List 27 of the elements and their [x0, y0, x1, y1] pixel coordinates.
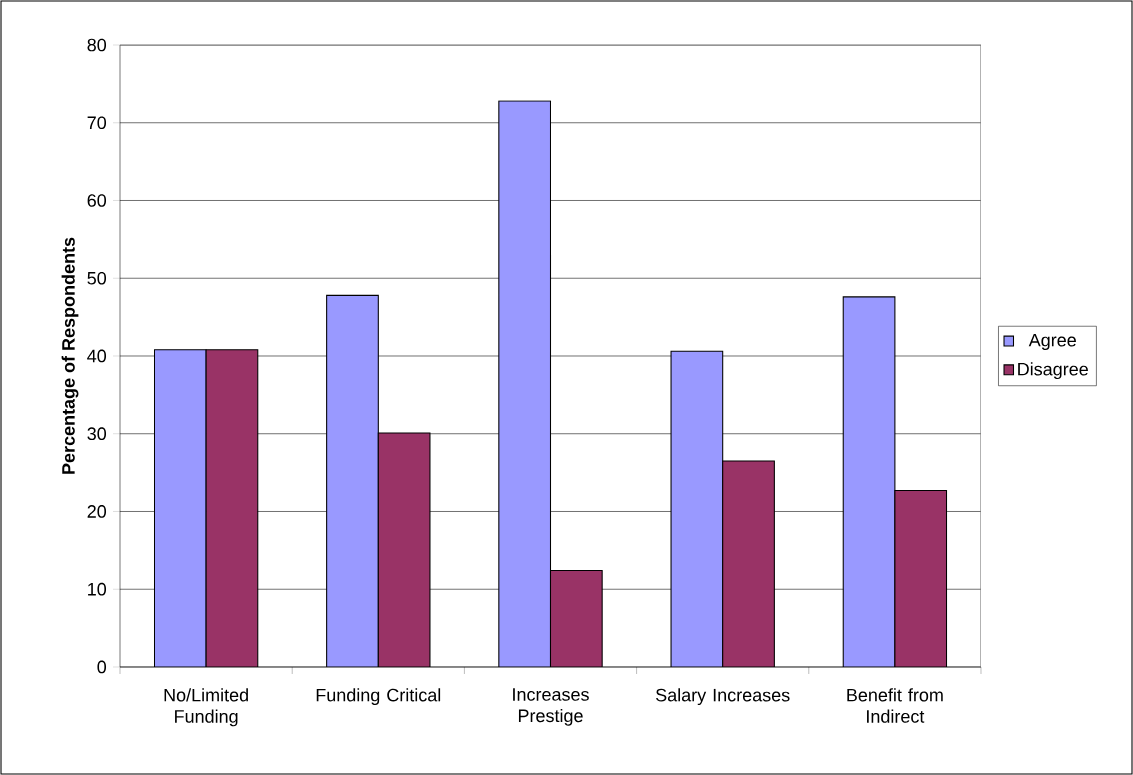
y-tick-label: 10: [88, 582, 107, 596]
y-tick-label: 40: [87, 349, 107, 363]
y-axis-title: Percentage of Respondents: [61, 237, 79, 474]
y-tick-label: 20: [87, 505, 107, 518]
bar: [377, 432, 431, 667]
bar: [894, 489, 948, 667]
y-tick-label: 50: [87, 271, 107, 285]
x-tick-label: Increases Prestige: [513, 688, 589, 726]
bar: [670, 350, 724, 667]
x-tick-label: Benefit from Indirect: [847, 688, 943, 723]
bar: [153, 349, 207, 667]
bar: [205, 349, 259, 667]
bar: [498, 100, 552, 667]
y-tick-label: 60: [87, 194, 107, 207]
legend-label: Agree: [1028, 333, 1076, 351]
y-tick-label: 30: [87, 427, 107, 441]
y-tick-label: 0: [97, 660, 107, 674]
bar: [842, 296, 896, 667]
x-tick-label: No/Limited Funding: [164, 688, 248, 727]
bar: [326, 294, 379, 667]
x-tick-label: Salary Increases: [655, 688, 790, 706]
bar: [722, 460, 775, 667]
y-tick-label: 80: [87, 38, 107, 52]
legend-label: Disagree: [1018, 362, 1088, 380]
y-tick-label: 70: [87, 116, 107, 130]
x-tick-label: Funding Critical: [316, 688, 441, 706]
bar: [549, 570, 603, 667]
